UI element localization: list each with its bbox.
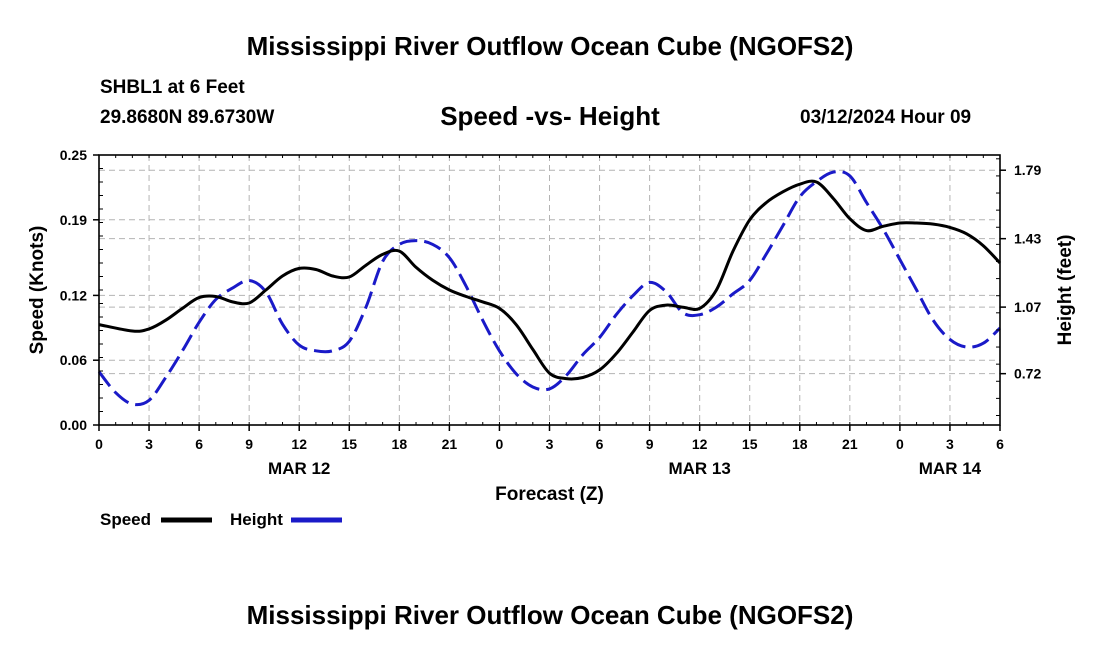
x-tick-label: 6 <box>596 436 604 452</box>
y-tick-label: 0.00 <box>60 417 87 433</box>
legend-speed-label: Speed <box>100 510 151 529</box>
x-tick-label: 3 <box>946 436 954 452</box>
chart-subtitle: Speed -vs- Height <box>440 101 660 131</box>
y-axis-title: Speed (Knots) <box>27 226 48 355</box>
x-tick-label: 18 <box>792 436 808 452</box>
station-coordinates: 29.8680N 89.6730W <box>100 107 275 128</box>
series-layer <box>97 170 1002 407</box>
station-label: SHBL1 at 6 Feet <box>100 77 245 98</box>
x-tick-label: 12 <box>291 436 307 452</box>
x-tick-label: 3 <box>145 436 153 452</box>
x-tick-label: 15 <box>341 436 357 452</box>
footer-title: Mississippi River Outflow Ocean Cube (NG… <box>246 600 854 630</box>
main-title: Mississippi River Outflow Ocean Cube (NG… <box>246 31 854 61</box>
speed-series-line <box>98 179 1002 381</box>
y-tick-label: 0.19 <box>60 212 87 228</box>
y2-tick-label: 1.43 <box>1014 231 1041 247</box>
y-tick-label: 0.25 <box>60 147 87 163</box>
date-label: MAR 13 <box>668 459 730 478</box>
x-tick-label: 0 <box>95 436 103 452</box>
tick-layer <box>93 154 1006 431</box>
legend-height-label: Height <box>230 510 283 529</box>
x-tick-label: 3 <box>546 436 554 452</box>
y-tick-label: 0.12 <box>60 287 87 303</box>
y-tick-label: 0.06 <box>60 352 87 368</box>
x-tick-label: 0 <box>896 436 904 452</box>
x-tick-label: 21 <box>442 436 458 452</box>
x-tick-label: 6 <box>195 436 203 452</box>
label-layer: 0 3 6 9 12 15 18 21 0 3 6 9 12 15 18 21 0 3 6 MAR 12 MAR 13 M… <box>27 147 1076 505</box>
x-tick-label: 6 <box>996 436 1004 452</box>
y2-tick-label: 0.72 <box>1014 366 1041 382</box>
x-tick-label: 21 <box>842 436 858 452</box>
x-tick-label: 9 <box>646 436 654 452</box>
date-label: MAR 12 <box>268 459 330 478</box>
forecast-datetime: 03/12/2024 Hour 09 <box>800 107 972 128</box>
x-tick-label: 18 <box>392 436 408 452</box>
legend: Speed Height <box>100 510 342 529</box>
height-series-line <box>97 170 1002 407</box>
y2-tick-label: 1.07 <box>1014 299 1041 315</box>
x-tick-label: 0 <box>496 436 504 452</box>
y2-tick-label: 1.79 <box>1014 162 1041 178</box>
date-label: MAR 14 <box>919 459 982 478</box>
x-tick-label: 12 <box>692 436 708 452</box>
x-axis-title: Forecast (Z) <box>495 484 604 505</box>
x-tick-label: 15 <box>742 436 758 452</box>
grid-layer <box>99 155 1000 425</box>
x-tick-label: 9 <box>245 436 253 452</box>
y2-axis-title: Height (feet) <box>1055 235 1076 346</box>
